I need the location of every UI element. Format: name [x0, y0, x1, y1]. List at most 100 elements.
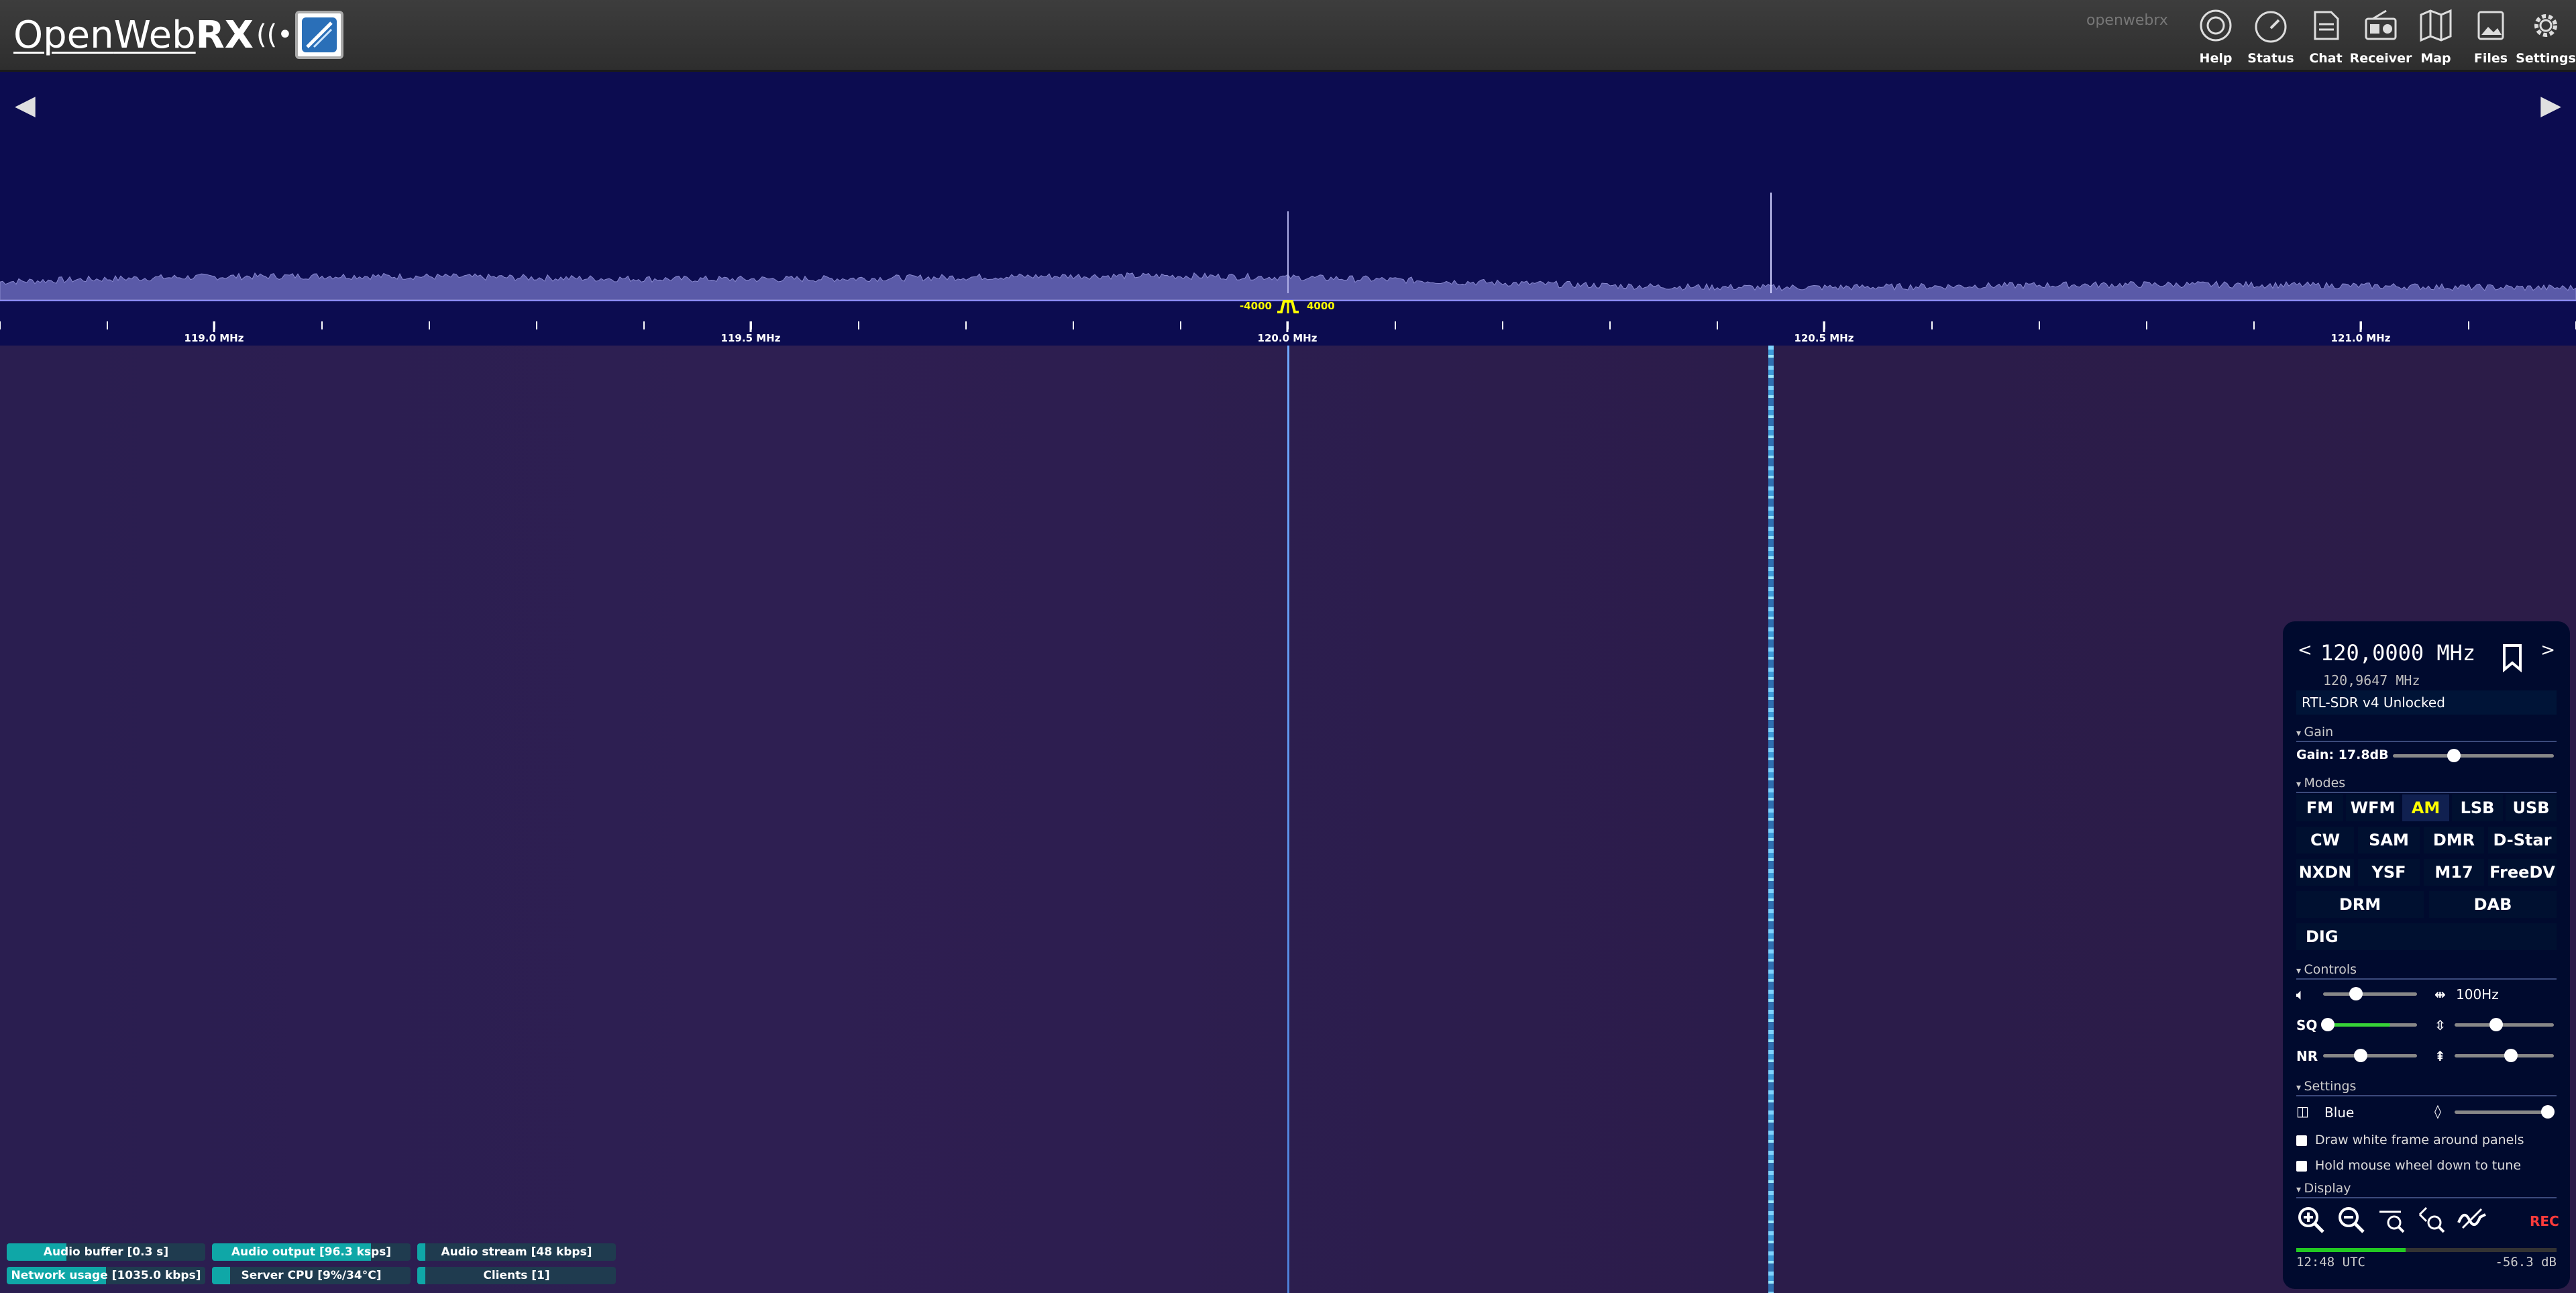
wheel-tune-checkbox-label[interactable]: Hold mouse wheel down to tune — [2315, 1158, 2522, 1173]
nr-label[interactable]: NR — [2296, 1048, 2318, 1064]
server-cpu-bar: Server CPU [9%/34°C] — [212, 1267, 411, 1284]
passband-high-label: 4000 — [1307, 300, 1335, 312]
mode-sam[interactable]: SAM — [2358, 827, 2420, 854]
frequency-scale[interactable]: -4000 4000 119.0 MHz 119.5 MHz 120.0 MHz… — [0, 300, 2576, 347]
nav-settings[interactable]: Settings — [2516, 8, 2576, 66]
spectrum-display[interactable]: ◀ ▶ — [0, 72, 2576, 300]
step-value[interactable]: 100Hz — [2456, 986, 2499, 1002]
wheel-tune-checkbox[interactable] — [2296, 1161, 2307, 1172]
zoom-slider-knob[interactable] — [2489, 1018, 2504, 1031]
section-controls[interactable]: Controls — [2296, 961, 2557, 980]
carrier-signal-trace — [1768, 346, 1774, 1293]
scroll-left-arrow-icon[interactable]: ◀ — [15, 90, 36, 121]
volume-icon[interactable]: 🔈︎ — [2296, 986, 2304, 1002]
zoom-full-icon — [2379, 1210, 2405, 1233]
zoom-slider[interactable] — [2455, 1018, 2554, 1031]
passband-filter-icon[interactable] — [1276, 299, 1300, 313]
gain-slider[interactable] — [2393, 749, 2554, 762]
waterfall-display[interactable] — [0, 346, 2576, 1293]
mode-dmr[interactable]: DMR — [2424, 827, 2484, 854]
display-buttons-row: REC — [2296, 1205, 2559, 1237]
volume-row: 🔈︎ ⇹ 100Hz — [2296, 985, 2557, 1005]
signal-level-db: -56.3 dB — [2495, 1255, 2557, 1270]
gain-slider-knob[interactable] — [2447, 749, 2461, 762]
sdr-profile-select[interactable]: RTL-SDR v4 Unlocked — [2296, 690, 2557, 715]
zoom-out-button[interactable] — [2337, 1205, 2371, 1235]
server-cpu-text: Server CPU [9%/34°C] — [241, 1269, 382, 1282]
squelch-slider[interactable] — [2321, 1018, 2417, 1031]
contrast-slider-knob[interactable] — [2504, 1049, 2518, 1062]
nav-chat[interactable]: Chat — [2298, 8, 2353, 66]
frame-checkbox[interactable] — [2296, 1135, 2307, 1146]
scroll-right-arrow-icon[interactable]: ▶ — [2540, 90, 2561, 121]
mode-usb[interactable]: USB — [2506, 794, 2557, 821]
volume-slider-knob[interactable] — [2349, 987, 2363, 1000]
nav-help-label: Help — [2199, 51, 2233, 66]
opacity-slider-knob[interactable] — [2541, 1105, 2555, 1119]
audio-output-fill — [212, 1243, 371, 1261]
clients-text: Clients [1] — [483, 1269, 550, 1282]
nav-help[interactable]: Help — [2188, 8, 2243, 66]
nav-chat-label: Chat — [2309, 51, 2343, 66]
passband-low-label: -4000 — [1240, 300, 1272, 312]
section-settings[interactable]: Settings — [2296, 1078, 2557, 1096]
theme-select[interactable]: Blue — [2324, 1104, 2355, 1121]
mode-wfm[interactable]: WFM — [2346, 794, 2400, 821]
mode-freedv[interactable]: FreeDV — [2488, 859, 2557, 886]
zoom-in-button[interactable] — [2296, 1205, 2331, 1235]
mode-nxdn[interactable]: NXDN — [2296, 859, 2354, 886]
mode-am[interactable]: AM — [2402, 794, 2449, 821]
antenna-avatar-icon — [302, 17, 337, 52]
mode-ysf[interactable]: YSF — [2358, 859, 2420, 886]
opacity-slider[interactable] — [2455, 1105, 2555, 1119]
mode-cw[interactable]: CW — [2296, 827, 2354, 854]
nav-status[interactable]: Status — [2243, 8, 2298, 66]
openwebrx-logo[interactable]: Open Web RX ((•)) — [13, 9, 314, 60]
nav-status-label: Status — [2247, 51, 2294, 66]
zoom-full-button[interactable] — [2377, 1205, 2412, 1235]
zoom-center-button[interactable] — [2417, 1205, 2452, 1235]
zoom-slider-icon: ⇳ — [2434, 1017, 2446, 1033]
frequency-scale-ticks — [0, 321, 2576, 332]
volume-slider[interactable] — [2323, 987, 2417, 1000]
mode-dig[interactable]: DIG — [2296, 923, 2557, 950]
network-usage-bar: Network usage [1035.0 kbps] — [7, 1267, 205, 1284]
spectrum-toggle-button[interactable] — [2457, 1205, 2492, 1235]
nav-map[interactable]: Map — [2408, 8, 2463, 66]
zoom-out-icon — [2339, 1207, 2365, 1233]
receiver-avatar[interactable] — [295, 11, 343, 59]
nav-receiver[interactable]: Receiver — [2350, 8, 2412, 66]
section-gain[interactable]: Gain — [2296, 723, 2557, 742]
frequency-next-button[interactable]: > — [2540, 640, 2555, 660]
mode-dab[interactable]: DAB — [2429, 891, 2557, 918]
mode-fm[interactable]: FM — [2296, 794, 2343, 821]
mode-lsb[interactable]: LSB — [2452, 794, 2503, 821]
theme-icon: ◫ — [2296, 1103, 2309, 1119]
noise-reduction-slider[interactable] — [2323, 1049, 2417, 1062]
scale-label: 119.0 MHz — [184, 332, 244, 344]
section-modes[interactable]: Modes — [2296, 774, 2557, 793]
nav-files[interactable]: Files — [2463, 8, 2518, 66]
frequency-main[interactable]: 120,0000 MHz — [2320, 640, 2476, 666]
audio-buffer-fill — [7, 1243, 66, 1261]
section-display[interactable]: Display — [2296, 1180, 2557, 1198]
frame-checkbox-label[interactable]: Draw white frame around panels — [2315, 1133, 2524, 1147]
mode-drm[interactable]: DRM — [2296, 891, 2424, 918]
record-button[interactable]: REC — [2530, 1213, 2559, 1229]
frequency-prev-button[interactable]: < — [2298, 640, 2312, 660]
contrast-slider[interactable] — [2455, 1049, 2554, 1062]
top-bar: Open Web RX ((•)) openwebrx Help Status … — [0, 0, 2576, 72]
sq-label[interactable]: SQ — [2296, 1017, 2318, 1033]
topbar-ghost-text: openwebrx — [2086, 12, 2168, 29]
mode-dstar[interactable]: D-Star — [2488, 827, 2557, 854]
audio-stream-fill — [417, 1243, 425, 1261]
zoom-in-icon — [2298, 1207, 2324, 1233]
network-usage-text: Network usage [1035.0 kbps] — [11, 1269, 201, 1282]
mode-m17[interactable]: M17 — [2424, 859, 2484, 886]
scale-label: 121.0 MHz — [2330, 332, 2391, 344]
scale-label: 120.0 MHz — [1257, 332, 1318, 344]
main-navigation: Help Status Chat Receiver Map Files Sett… — [2188, 8, 2576, 66]
noise-reduction-slider-knob[interactable] — [2354, 1049, 2367, 1062]
squelch-slider-knob[interactable] — [2321, 1018, 2334, 1031]
bookmark-icon[interactable] — [2500, 643, 2524, 672]
